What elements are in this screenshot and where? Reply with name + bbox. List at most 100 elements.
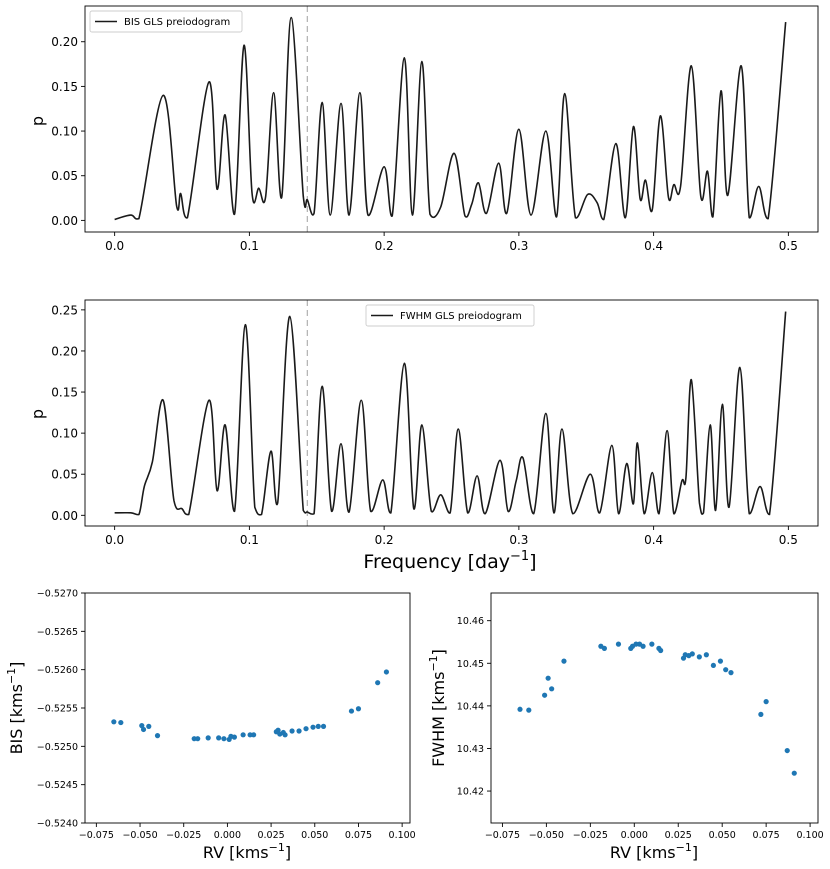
bis-vs-rv-ytick-label: −0.5240 (37, 819, 78, 830)
bis-vs-rv-xtick-label: 0.025 (257, 830, 284, 841)
fwhm-vs-rv-ytick-label: 10.42 (457, 787, 484, 798)
bis-periodogram-xtick-label: 0.2 (375, 239, 394, 253)
bis-rv-axis-label: RV [kms−1] (203, 841, 291, 862)
bis-vs-rv-point (231, 734, 237, 740)
fwhm-periodogram-panel: 0.0 0.1 0.2 0.3 0.4 0.5 0.00 0.05 0.10 0.15 0.20 0… (28, 299, 819, 573)
bis-vs-rv-ytick-label: −0.5245 (37, 780, 78, 791)
bis-vs-rv-xtick-label: −0.050 (122, 830, 157, 841)
fwhm-vs-rv-point (601, 645, 607, 651)
bis-vs-rv-point (221, 736, 227, 742)
bis-vs-rv-point (240, 732, 246, 738)
fwhm-vs-rv-point (758, 711, 764, 717)
fwhm-vs-rv-point (545, 675, 551, 681)
fwhm-periodogram-legend: FWHM GLS preiodogram (365, 304, 535, 327)
bis-vs-rv-point (315, 723, 321, 730)
bis-periodogram-axes (84, 5, 819, 233)
bis-axis-label: BIS [kms−1] (5, 662, 26, 755)
fwhm-periodogram-ytick-label: 0.10 (51, 427, 78, 441)
fwhm-vs-rv-xtick-label: 0.100 (796, 830, 823, 841)
fwhm-vs-rv-point (728, 670, 734, 676)
bis-vs-rv-point (303, 726, 309, 732)
fwhm-axis-label: FWHM [kms−1] (427, 649, 448, 767)
fwhm-vs-rv-point (703, 652, 709, 658)
bis-vs-rv-point (195, 736, 201, 742)
fwhm-vs-rv-point (723, 667, 729, 673)
fwhm-vs-rv-xtick-label: −0.025 (573, 830, 608, 841)
bis-vs-rv-point (118, 719, 124, 726)
bis-vs-rv-point (296, 728, 302, 734)
fwhm-vs-rv-point (696, 654, 702, 660)
fwhm-vs-rv-point (549, 686, 555, 692)
bis-vs-rv-xtick-label: −0.075 (79, 830, 114, 841)
fwhm-vs-rv-xtick-label: 0.050 (709, 830, 736, 841)
bis-periodogram-legend-label: BIS GLS preiodogram (124, 17, 230, 28)
bis-vs-rv-ytick-label: −0.5270 (37, 589, 78, 600)
bis-vs-rv-point (383, 669, 390, 675)
bis-periodogram-xtick-label: 0.0 (105, 239, 124, 253)
bis-vs-rv-point (216, 735, 222, 741)
fwhm-vs-rv-panel: −0.075 −0.050 −0.025 0.000 0.025 0.050 0.075 0.… (427, 592, 824, 862)
bis-vs-rv-xtick-label: −0.025 (166, 830, 201, 841)
fwhm-vs-rv-point (526, 707, 532, 713)
bis-vs-rv-point (205, 735, 211, 741)
fwhm-vs-rv-point (542, 692, 548, 698)
fwhm-vs-rv-point (710, 662, 716, 669)
bis-periodogram-xtick-label: 0.3 (509, 239, 528, 253)
fwhm-vs-rv-ytick-label: 10.45 (457, 659, 484, 670)
fwhm-vs-rv-point (640, 643, 646, 649)
fwhm-vs-rv-point (517, 706, 523, 712)
bis-vs-rv-point (320, 723, 327, 730)
bis-periodogram-ytick-label: 0.05 (51, 169, 78, 183)
fwhm-vs-rv-point (658, 647, 664, 654)
fwhm-periodogram-xtick-label: 0.0 (105, 533, 124, 547)
bis-vs-rv-point (289, 728, 295, 734)
bis-vs-rv-ytick-label: −0.5265 (37, 627, 78, 638)
fwhm-vs-rv-xtick-label: −0.050 (529, 830, 564, 841)
fwhm-vs-rv-point (561, 658, 567, 664)
bis-periodogram-ylabel: p (28, 116, 47, 126)
bis-periodogram-panel: 0.0 0.1 0.2 0.3 0.4 0.5 0.000.050.100.150.20 … (28, 5, 819, 253)
fwhm-vs-rv-point (689, 651, 695, 657)
fwhm-periodogram-xtick-label: 0.5 (779, 533, 798, 547)
bis-periodogram-curve (114, 16, 787, 221)
fwhm-periodogram-curve (114, 311, 787, 516)
bis-vs-rv-point (282, 732, 288, 738)
bis-vs-rv-point (154, 733, 161, 739)
fwhm-vs-rv-xtick-label: 0.025 (665, 830, 692, 841)
bis-vs-rv-point (348, 708, 355, 714)
fwhm-periodogram-xtick-label: 0.1 (240, 533, 259, 547)
bis-periodogram-ytick-label: 0.10 (51, 125, 78, 139)
fwhm-periodogram-ylabel: p (28, 409, 47, 419)
fwhm-periodogram-xtick-label: 0.4 (644, 533, 663, 547)
fwhm-vs-rv-xtick-label: 0.000 (621, 830, 648, 841)
bis-vs-rv-point (355, 706, 362, 712)
fwhm-vs-rv-point (791, 770, 797, 776)
fwhm-vs-rv-point (717, 658, 724, 664)
fwhm-vs-rv-point (763, 699, 769, 705)
fwhm-periodogram-ytick-label: 0.00 (51, 509, 78, 523)
frequency-axis-label: Frequency [day−1] (363, 549, 536, 573)
bis-periodogram-legend: BIS GLS preiodogram (89, 10, 243, 33)
bis-periodogram-xtick-label: 0.5 (779, 239, 798, 253)
bis-vs-rv-panel: −0.075 −0.050 −0.025 0.000 0.025 0.050 0.075 0.… (5, 589, 416, 863)
bis-vs-rv-ytick-label: −0.5260 (37, 665, 78, 676)
bis-vs-rv-ytick-label: −0.5255 (37, 704, 78, 715)
bis-periodogram-ytick-label: 0.15 (51, 80, 78, 94)
fwhm-periodogram-axes (84, 299, 819, 527)
fwhm-vs-rv-point (649, 641, 655, 647)
bis-vs-rv-xtick-label: 0.075 (345, 830, 372, 841)
fwhm-periodogram-xtick-label: 0.3 (509, 533, 528, 547)
fwhm-vs-rv-xtick-label: 0.075 (753, 830, 780, 841)
bis-vs-rv-point (375, 680, 381, 686)
fwhm-periodogram-xtick-label: 0.2 (375, 533, 394, 547)
fwhm-rv-axis-label: RV [kms−1] (610, 841, 698, 862)
fwhm-vs-rv-point (784, 747, 790, 754)
bis-vs-rv-ytick-label: −0.5250 (37, 742, 78, 753)
bis-periodogram-xtick-label: 0.4 (644, 239, 663, 253)
fwhm-vs-rv-axes (490, 592, 819, 824)
fwhm-vs-rv-point (615, 641, 622, 647)
bis-periodogram-ytick-label: 0.20 (51, 35, 78, 49)
fwhm-vs-rv-ytick-label: 10.44 (457, 701, 484, 712)
bis-vs-rv-point (251, 732, 257, 738)
